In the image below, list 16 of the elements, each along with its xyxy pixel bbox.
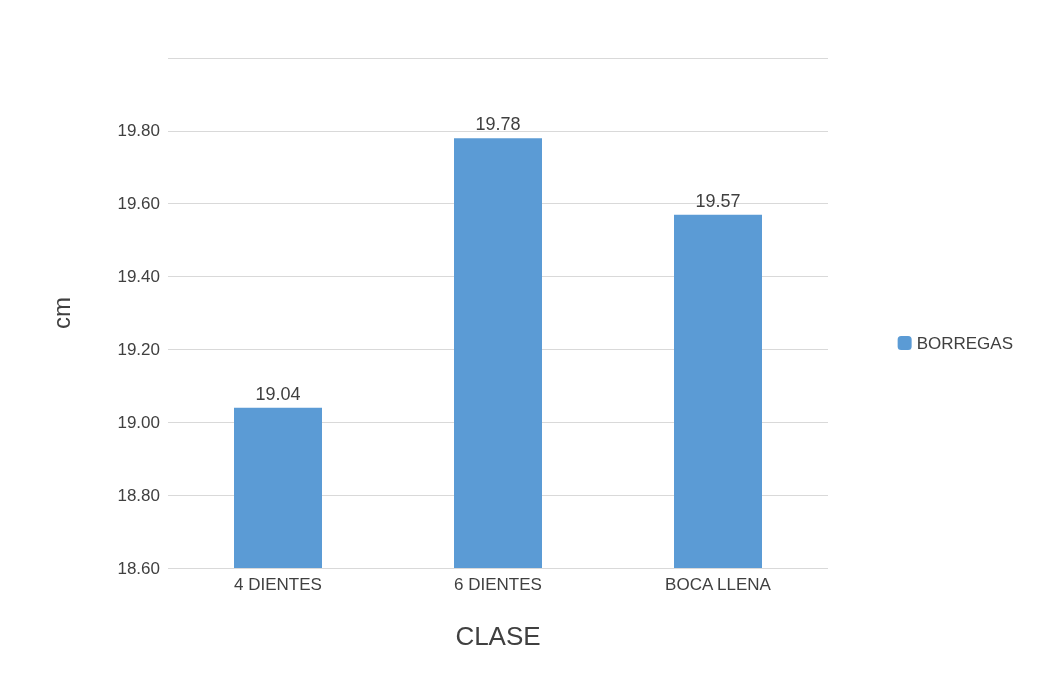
y-tick-label: 19.60 [117,194,160,214]
legend-label: BORREGAS [916,333,1013,353]
y-tick-label: 19.40 [117,267,160,287]
x-tick-label: 6 DIENTES [454,575,542,594]
y-axis-title: cm [47,297,75,329]
y-tick-label: 19.00 [117,412,160,432]
x-axis-title: CLASE [455,621,541,651]
data-label: 19.57 [695,190,741,211]
x-tick-label: 4 DIENTES [234,575,322,594]
y-tick-label: 19.20 [117,339,160,359]
data-label: 19.04 [255,383,301,404]
x-tick-label: BOCA LLENA [665,575,772,594]
y-tick-label: 18.80 [117,485,160,505]
y-tick-label: 18.60 [117,558,160,578]
data-label: 19.78 [475,114,521,135]
y-tick-label: 19.80 [117,121,160,141]
